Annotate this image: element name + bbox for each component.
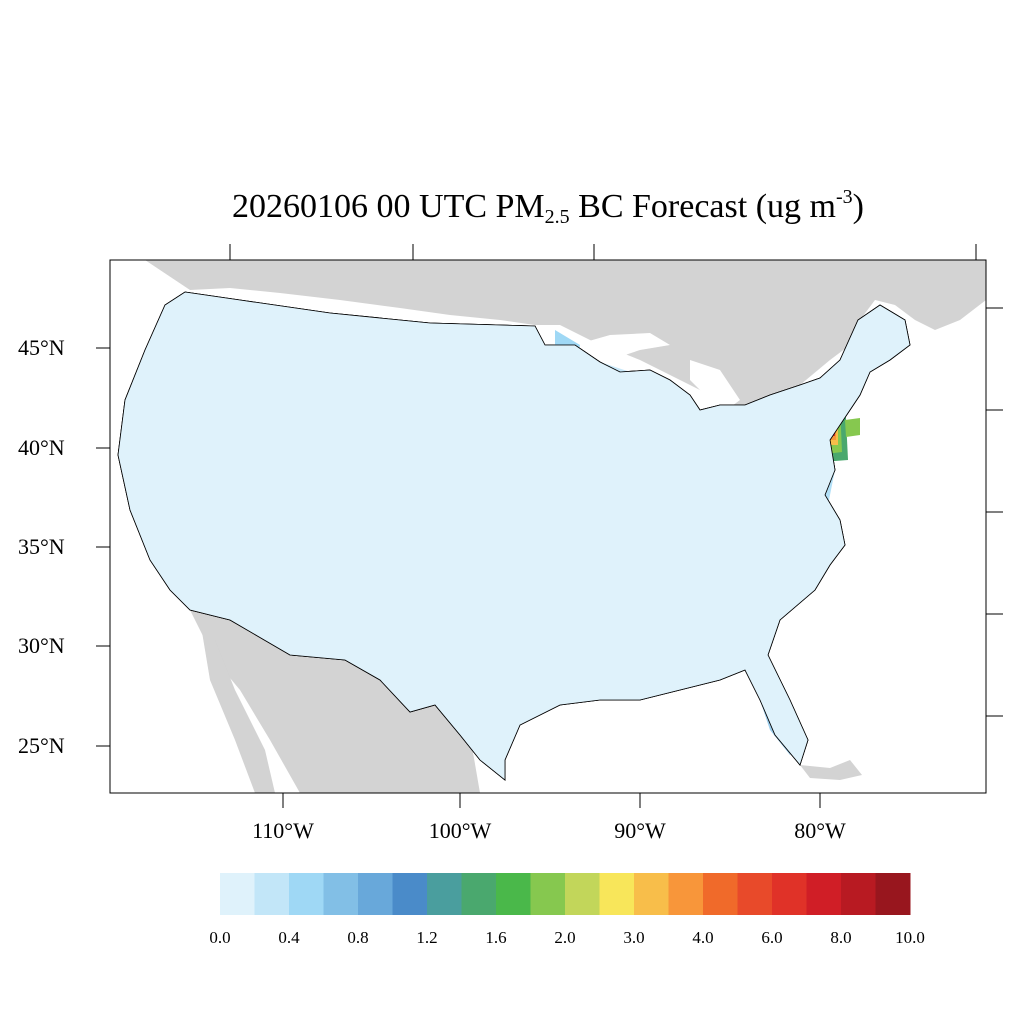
colorbar-swatch-18 [841,873,876,915]
colorbar-swatch-0 [220,873,255,915]
colorbar-swatch-15 [737,873,773,915]
colorbar-swatch-4 [358,873,393,915]
colorbar-swatch-5 [392,873,428,915]
axis-ticks [96,244,1003,808]
canada-land [145,260,986,415]
lon-label-100: 100°W [428,818,492,843]
baja-land [200,620,275,793]
colorbar-swatch-16 [772,873,807,915]
colorbar-swatch-14 [703,873,738,915]
colorbar-label-10: 10.0 [895,928,925,947]
colorbar-swatch-12 [634,873,669,915]
map-frame [109,259,987,794]
colorbar-label-1: 0.4 [278,928,300,947]
colorbar-swatch-17 [806,873,842,915]
colorbar-swatch-11 [599,873,635,915]
map-title: 20260106 00 UTC PM2.5 BC Forecast (ug m-… [0,186,1024,229]
mexico-land [190,610,480,793]
colorbar-swatch-6 [427,873,462,915]
lon-label-90: 90°W [614,818,666,843]
title-superscript: -3 [835,186,853,208]
colorbar-swatch-13 [668,873,704,915]
map-area [110,260,986,793]
colorbar-label-6: 3.0 [623,928,645,947]
colorbar-label-5: 2.0 [554,928,576,947]
colorbar-swatch-9 [530,873,566,915]
colorbar-swatch-1 [254,873,290,915]
colorbar-swatch-8 [496,873,531,915]
colorbar-swatch-3 [323,873,359,915]
lat-label-45: 45°N [18,335,65,360]
colorbar-label-7: 4.0 [692,928,714,947]
title-end: ) [852,188,864,225]
colorbar-swatch-7 [461,873,497,915]
lat-label-35: 35°N [18,534,65,559]
lat-label-30: 30°N [18,633,65,658]
title-main: 20260106 00 UTC PM [232,188,545,225]
colorbar-swatch-2 [289,873,324,915]
colorbar-swatch-19 [875,873,911,915]
colorbar [220,873,911,915]
lake-superior [575,333,670,360]
colorbar-label-2: 0.8 [347,928,369,947]
colorbar-label-4: 1.6 [485,928,507,947]
lon-label-80: 80°W [794,818,846,843]
colorbar-label-3: 1.2 [416,928,438,947]
cuba-land [800,760,862,780]
title-subscript: 2.5 [544,206,570,228]
lon-label-110: 110°W [252,818,314,843]
lat-label-40: 40°N [18,435,65,460]
title-middle: BC Forecast (ug m [569,188,836,225]
colorbar-label-9: 8.0 [830,928,852,947]
colorbar-swatch-10 [565,873,600,915]
colorbar-label-8: 6.0 [761,928,783,947]
lake-huron [690,360,740,415]
colorbar-label-0: 0.0 [209,928,231,947]
lat-label-25: 25°N [18,733,65,758]
